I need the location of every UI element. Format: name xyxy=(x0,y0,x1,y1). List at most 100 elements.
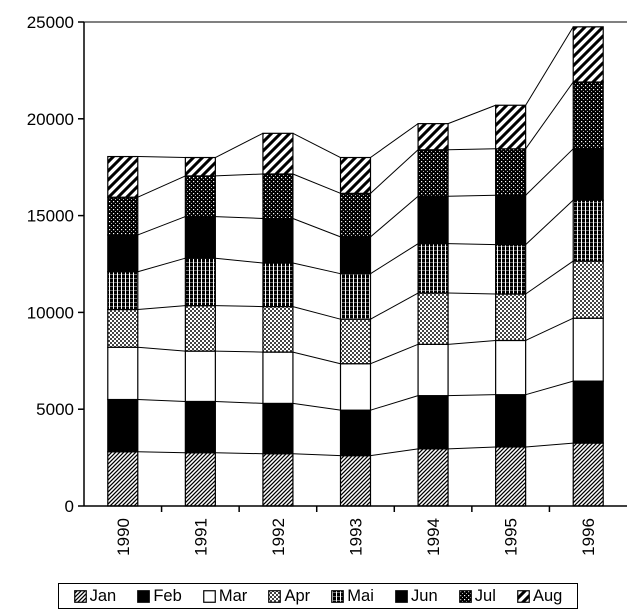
bar-segment-apr-1991 xyxy=(184,305,216,352)
x-tick-label: 1990 xyxy=(114,518,133,556)
connector-lines xyxy=(137,26,574,457)
legend-swatch-jan xyxy=(73,589,87,603)
connector-line xyxy=(215,400,263,404)
connector-line xyxy=(448,446,496,450)
bar-segment-aug-1991 xyxy=(184,156,216,177)
legend-label: Jun xyxy=(411,586,438,605)
connector-line xyxy=(215,132,264,158)
y-tick-label: 20000 xyxy=(27,110,74,129)
bar-segment-feb-1996 xyxy=(572,380,604,444)
bar-segment-feb-1995 xyxy=(495,394,527,448)
bar-segment-feb-1991 xyxy=(184,400,216,454)
stacked-bar-chart: 0 5000 10000 15000 20000 25000 1990 1991 1992 199… xyxy=(27,13,627,556)
connector-line xyxy=(370,292,419,320)
connector-line xyxy=(525,380,574,396)
bar-segment-jan-1995 xyxy=(495,446,527,507)
connector-line xyxy=(292,453,341,457)
bar-segment-jun-1992 xyxy=(262,217,294,264)
bar-segment-mai-1993 xyxy=(339,273,372,320)
bar-segment-jul-1994 xyxy=(417,149,449,197)
legend-item-mai: Mai xyxy=(331,587,374,606)
bar-segment-jan-1991 xyxy=(184,452,216,507)
legend-swatch-jun xyxy=(395,589,408,603)
bar-segment-jan-1990 xyxy=(107,451,139,507)
bar-segment-apr-1992 xyxy=(262,305,294,353)
legend-item-feb: Feb xyxy=(137,586,182,606)
connector-line xyxy=(370,123,419,158)
bar-segment-apr-1996 xyxy=(572,260,604,319)
bar-segment-mar-1993 xyxy=(339,363,372,411)
bar-segment-feb-1990 xyxy=(107,398,139,453)
connector-line xyxy=(292,173,341,194)
connector-line xyxy=(525,148,574,196)
connector-line xyxy=(292,402,341,411)
bar-segment-jul-1996 xyxy=(572,81,604,150)
connector-line xyxy=(137,305,186,310)
connector-line xyxy=(215,173,263,177)
connector-line xyxy=(137,257,186,273)
connector-line xyxy=(137,156,186,159)
legend-label: Aug xyxy=(533,586,563,605)
connector-line xyxy=(292,351,341,365)
legend-label: Feb xyxy=(153,586,182,605)
legend-item-apr: Apr xyxy=(268,587,310,606)
bar-segment-jul-1995 xyxy=(495,148,527,196)
bar-segment-jun-1991 xyxy=(184,215,216,259)
bar-segment-jan-1993 xyxy=(339,455,372,507)
connector-line xyxy=(215,305,263,308)
legend-swatch-apr xyxy=(268,589,282,603)
legend-item-mar: Mar xyxy=(203,587,247,606)
bar-segment-aug-1993 xyxy=(339,156,372,194)
bar-segment-jul-1990 xyxy=(107,196,139,236)
bar-segment-mar-1995 xyxy=(495,339,527,396)
connector-line xyxy=(448,194,496,197)
connector-line xyxy=(292,262,341,275)
bar-segment-mai-1994 xyxy=(417,243,449,294)
bar-segment-mar-1994 xyxy=(417,343,449,397)
legend-label: Mai xyxy=(347,586,374,605)
legend-label: Jan xyxy=(89,586,117,605)
connector-line xyxy=(370,243,419,275)
legend-swatch-mai xyxy=(331,589,345,603)
y-tick-label: 5000 xyxy=(36,400,74,419)
bar-segment-aug-1996 xyxy=(572,26,604,83)
bar-segment-jan-1992 xyxy=(262,453,294,507)
bar-segment-jan-1996 xyxy=(572,442,604,507)
legend-item-jan: Jan xyxy=(73,586,117,606)
connector-line xyxy=(215,452,263,455)
x-tick-label: 1995 xyxy=(502,518,521,556)
legend-swatch-jul xyxy=(458,589,472,603)
legend-item-aug: Aug xyxy=(517,587,562,606)
connector-line xyxy=(370,448,419,457)
bar-segment-aug-1992 xyxy=(262,132,294,175)
bar-segment-mai-1996 xyxy=(572,199,604,262)
bar-segment-feb-1994 xyxy=(417,395,449,450)
bar-segment-aug-1990 xyxy=(107,155,139,198)
bar-segment-apr-1990 xyxy=(107,308,139,348)
connector-line xyxy=(370,395,419,411)
connector-line xyxy=(370,343,419,365)
x-tick-label: 1993 xyxy=(347,518,366,556)
connector-line xyxy=(215,216,263,220)
connector-line xyxy=(448,339,496,345)
bar-segment-mar-1996 xyxy=(572,317,604,382)
connector-line xyxy=(525,317,574,341)
connector-line xyxy=(292,132,341,158)
bar-segment-apr-1994 xyxy=(417,292,449,345)
connector-line xyxy=(447,104,496,125)
bar-segment-feb-1993 xyxy=(339,409,372,457)
connector-line xyxy=(370,195,419,238)
y-tick-label: 10000 xyxy=(27,303,74,322)
bar-segment-aug-1994 xyxy=(417,123,449,151)
connector-line xyxy=(370,149,419,194)
legend-label: Mar xyxy=(218,586,248,605)
bar-segment-mar-1992 xyxy=(262,351,294,404)
connector-line xyxy=(525,26,574,106)
bar-segment-feb-1992 xyxy=(262,402,294,455)
legend-item-jun: Jun xyxy=(395,587,438,606)
legend-item-jul: Jul xyxy=(458,587,496,606)
x-tick-label: 1991 xyxy=(191,518,210,556)
legend-swatch-aug xyxy=(517,589,530,603)
bars-group xyxy=(107,26,604,507)
connector-line xyxy=(448,394,496,397)
